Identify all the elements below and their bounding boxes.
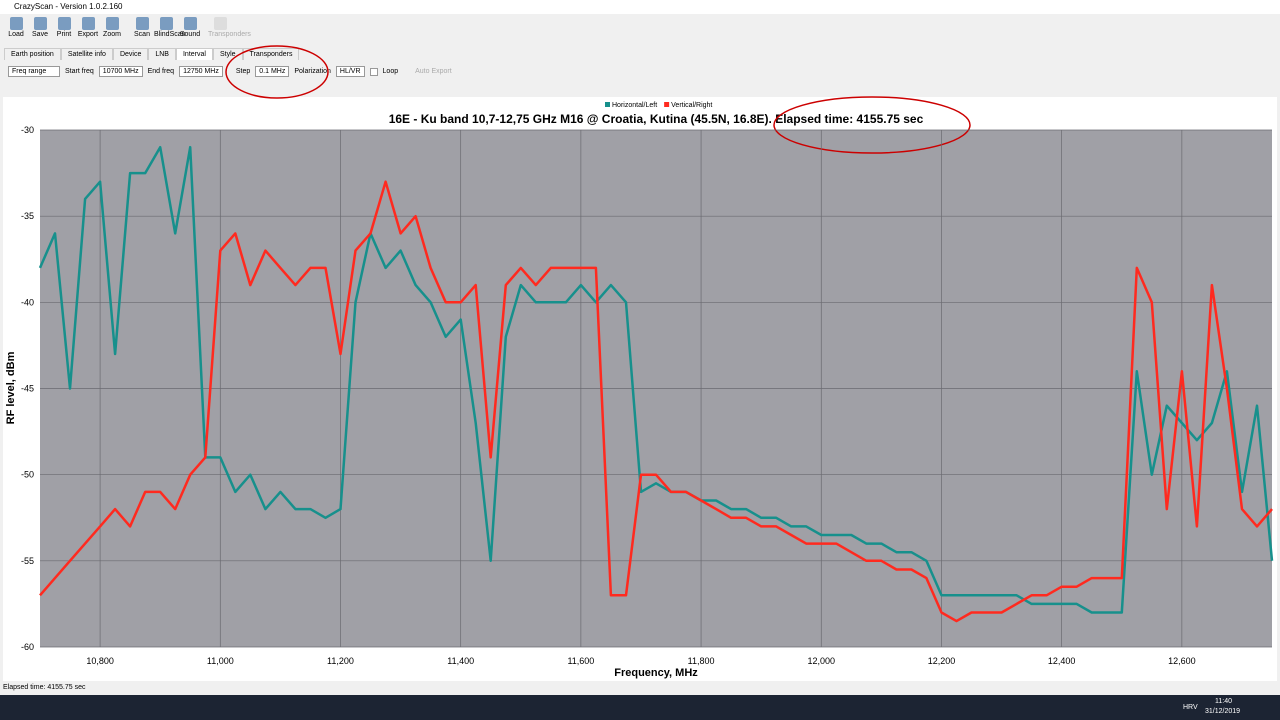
legend-label: Horizontal/Left: [612, 102, 657, 109]
loop-label: Loop: [382, 68, 399, 75]
tab[interactable]: Interval: [175, 48, 213, 60]
tab-bar: Earth position Satellite info Device LNB Int…: [4, 48, 300, 60]
chart-title: 16E - Ku band 10,7-12,75 GHz M16 @ Croat…: [389, 112, 924, 126]
toolbar-button[interactable]: Zoom: [100, 15, 124, 38]
toolbar-button[interactable]: Print: [52, 15, 76, 38]
window-title: CrazyScan - Version 1.0.2.160: [0, 0, 1280, 14]
tab[interactable]: Satellite info: [60, 48, 113, 60]
controls: Freq range Start freq 10700 MHz End freq…: [8, 66, 452, 77]
auto-export: Auto Export: [415, 68, 452, 75]
x-axis-label: Frequency, MHz: [614, 667, 698, 679]
y-tick-label: -45: [21, 384, 34, 394]
clock-date: 31/12/2019: [1205, 708, 1241, 715]
annotation-circle: [225, 45, 329, 99]
step-label: Step: [235, 68, 251, 75]
tab[interactable]: Earth position: [4, 48, 61, 60]
pol-select[interactable]: HL/VR: [335, 66, 365, 77]
status-bar: Elapsed time: 4155.75 sec: [3, 684, 86, 691]
taskbar: HRV 11:40 31/12/2019: [0, 695, 1280, 720]
y-axis-label: RF level, dBm: [5, 351, 17, 424]
toolbar-button[interactable]: Scan: [130, 15, 154, 38]
tab[interactable]: Transponders: [242, 48, 300, 60]
y-tick-label: -55: [21, 556, 34, 566]
y-tick-label: -50: [21, 470, 34, 480]
x-tick-label: 12,600: [1168, 656, 1196, 666]
legend-swatch: [605, 102, 610, 107]
step-input[interactable]: 0.1 MHz: [255, 66, 290, 77]
series-line: [38, 145, 1274, 614]
start-input[interactable]: 10700 MHz: [98, 66, 143, 77]
lang: HRV: [1183, 704, 1198, 711]
x-tick-label: 11,400: [447, 656, 474, 666]
y-tick-label: -60: [21, 642, 34, 652]
y-tick-label: -35: [21, 211, 34, 221]
x-tick-label: 11,000: [207, 656, 234, 666]
toolbar-button[interactable]: Transponders: [208, 15, 251, 38]
clock-time: 11:40: [1215, 698, 1232, 705]
toolbar-button[interactable]: Save: [28, 15, 52, 38]
tab[interactable]: Device: [112, 48, 149, 60]
toolbar: Load Save Print Export Zoom Scan BlindScan Soun…: [4, 15, 251, 38]
tab[interactable]: LNB: [148, 48, 176, 60]
x-tick-label: 12,200: [928, 656, 956, 666]
mode-select[interactable]: Freq range: [8, 66, 60, 77]
loop-checkbox[interactable]: [369, 67, 378, 76]
toolbar-button[interactable]: Export: [76, 15, 100, 38]
x-tick-label: 12,400: [1048, 656, 1076, 666]
y-tick-label: -40: [21, 297, 34, 307]
x-tick-label: 11,600: [567, 656, 594, 666]
pol-label: Polarization: [294, 68, 331, 75]
x-tick-label: 10,800: [86, 656, 114, 666]
end-input[interactable]: 12750 MHz: [179, 66, 223, 77]
x-tick-label: 11,800: [688, 656, 715, 666]
series-line: [39, 180, 1273, 623]
toolbar-button[interactable]: Load: [4, 15, 28, 38]
start-label: Start freq: [65, 68, 94, 75]
chart: 16E - Ku band 10,7-12,75 GHz M16 @ Croat…: [3, 45, 1277, 681]
y-tick-label: -30: [21, 125, 34, 135]
legend-swatch: [664, 102, 670, 107]
toolbar-button[interactable]: Sound: [178, 15, 202, 38]
toolbar-button[interactable]: BlindScan: [154, 15, 186, 38]
annotation-circle: [773, 96, 971, 154]
x-tick-label: 11,200: [327, 656, 354, 666]
x-tick-label: 12,000: [808, 656, 836, 666]
end-label: End freq: [147, 68, 175, 75]
legend-label: Vertical/Right: [671, 102, 712, 109]
